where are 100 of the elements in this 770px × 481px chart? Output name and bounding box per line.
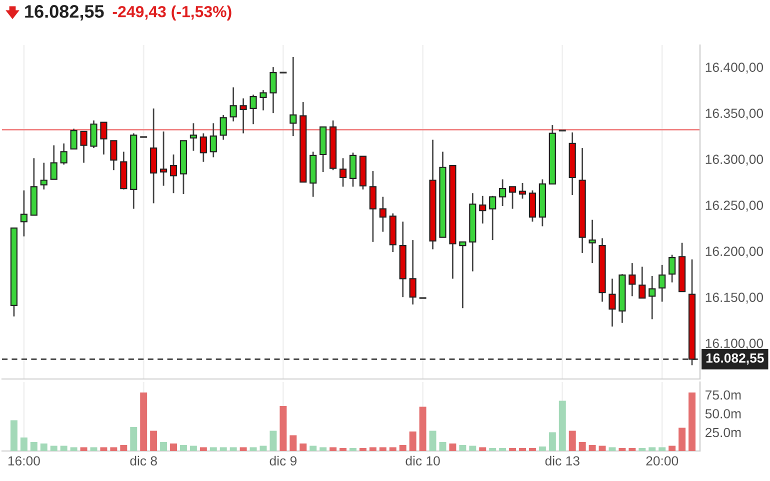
bar bbox=[110, 447, 118, 451]
y-tick-label: 16.400,00 bbox=[706, 62, 764, 74]
x-tick-label: dic 9 bbox=[270, 456, 297, 466]
bar bbox=[300, 444, 307, 451]
bar bbox=[190, 446, 197, 451]
bar bbox=[548, 432, 556, 451]
chart-subtitle: -249,43 (-1,53%) bbox=[112, 6, 232, 20]
bar bbox=[359, 448, 366, 451]
bar bbox=[459, 445, 466, 451]
bar bbox=[290, 435, 297, 451]
bar bbox=[389, 447, 396, 451]
candlestick bbox=[489, 195, 496, 241]
bar bbox=[140, 392, 148, 451]
candlestick bbox=[608, 278, 616, 328]
candlestick bbox=[628, 262, 636, 297]
candlestick bbox=[528, 190, 536, 222]
bar bbox=[130, 427, 138, 451]
y-tick-label: 75.0m bbox=[706, 390, 741, 400]
candlestick bbox=[20, 190, 28, 238]
x-tick-label: 16:00 bbox=[8, 456, 40, 466]
candlestick bbox=[349, 152, 357, 188]
candlestick bbox=[518, 182, 526, 200]
bar bbox=[180, 445, 187, 451]
bar bbox=[568, 430, 576, 451]
candlestick bbox=[270, 66, 277, 114]
candlestick bbox=[220, 114, 227, 140]
bar bbox=[429, 430, 436, 451]
candlestick bbox=[508, 186, 516, 210]
candlestick bbox=[210, 122, 217, 158]
bar bbox=[160, 442, 168, 451]
candlestick bbox=[90, 120, 98, 149]
bar bbox=[280, 406, 287, 451]
candlestick bbox=[668, 254, 676, 284]
bar bbox=[439, 442, 446, 451]
y-tick-label: 16.150,00 bbox=[706, 292, 764, 304]
y-tick-label: 16.200,00 bbox=[706, 246, 764, 258]
bar bbox=[100, 447, 108, 451]
bar bbox=[399, 445, 406, 451]
bar bbox=[688, 392, 696, 451]
x-tick-label: dic 10 bbox=[406, 456, 440, 466]
chart-title: 16.082,55 bbox=[25, 5, 104, 20]
bar bbox=[330, 447, 337, 451]
y-tick-label: 16.250,00 bbox=[706, 200, 764, 212]
candlestick bbox=[70, 128, 78, 150]
y-tick-label: 16.100,00 bbox=[706, 338, 764, 350]
bar bbox=[618, 448, 626, 451]
candlestick bbox=[499, 178, 506, 207]
x-tick-label: 20:00 bbox=[646, 456, 678, 466]
y-tick-label: 25.0m bbox=[706, 428, 741, 438]
candlestick bbox=[260, 89, 267, 112]
candlestick bbox=[110, 140, 118, 171]
bar bbox=[250, 447, 257, 451]
bar bbox=[409, 432, 416, 451]
candlestick bbox=[190, 122, 197, 152]
bar bbox=[379, 447, 386, 451]
bar bbox=[50, 446, 58, 451]
bar bbox=[30, 442, 38, 451]
bar bbox=[509, 448, 516, 451]
bar bbox=[20, 438, 28, 451]
candlestick bbox=[369, 170, 376, 243]
candlestick bbox=[658, 264, 666, 302]
candlestick bbox=[160, 130, 168, 186]
bar bbox=[658, 447, 666, 451]
bar bbox=[150, 430, 158, 451]
candlestick bbox=[409, 239, 416, 306]
candlestick bbox=[479, 195, 486, 224]
y-tick-label: 16.300,00 bbox=[706, 154, 764, 166]
candlestick bbox=[100, 122, 108, 156]
bar bbox=[538, 446, 546, 451]
candlestick bbox=[648, 275, 656, 320]
bar bbox=[340, 448, 347, 451]
bar bbox=[588, 445, 596, 451]
bar bbox=[90, 447, 98, 451]
bar bbox=[638, 448, 646, 451]
bar bbox=[419, 406, 426, 451]
bar bbox=[489, 448, 496, 451]
ref-line-label: 16.082,55 bbox=[706, 353, 764, 365]
candlestick bbox=[40, 162, 48, 190]
candlestick bbox=[170, 154, 178, 194]
bar bbox=[668, 446, 676, 451]
bar bbox=[628, 448, 636, 451]
y-tick-label: 16.350,00 bbox=[706, 108, 764, 120]
bar bbox=[469, 446, 476, 451]
candlestick bbox=[80, 130, 88, 164]
bar bbox=[369, 447, 376, 451]
bar bbox=[519, 448, 526, 451]
bar bbox=[40, 444, 48, 451]
candlestick bbox=[339, 157, 347, 188]
candlestick bbox=[290, 56, 297, 137]
candlestick bbox=[230, 86, 237, 122]
bar bbox=[350, 448, 356, 451]
bar bbox=[578, 442, 586, 451]
bar bbox=[310, 446, 317, 451]
bar bbox=[170, 444, 177, 451]
x-tick-label: dic 13 bbox=[545, 456, 580, 466]
bar bbox=[528, 448, 536, 451]
y-tick-label: 50.0m bbox=[705, 409, 741, 418]
bar bbox=[80, 447, 88, 451]
bar bbox=[60, 446, 68, 451]
candlestick bbox=[250, 94, 257, 125]
